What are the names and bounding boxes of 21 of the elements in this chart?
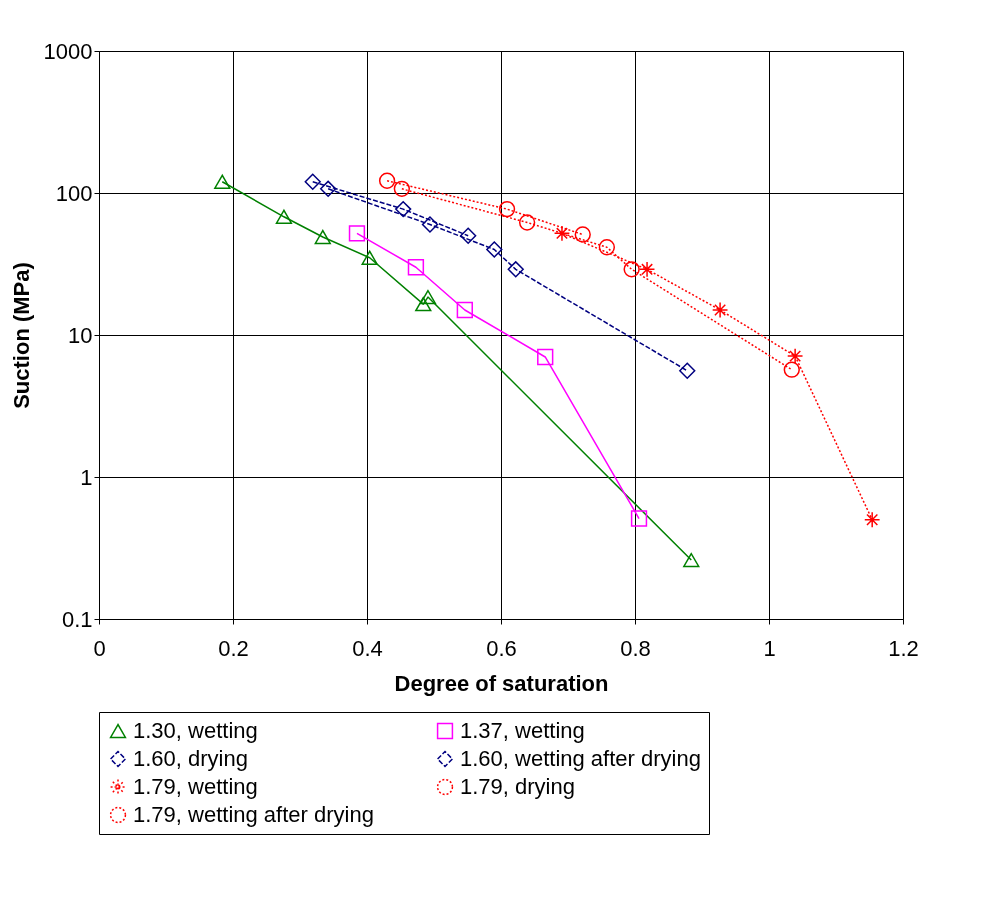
y-tick-label: 100 [55,180,93,206]
y-tick-label: 1 [80,464,93,490]
y-tick-label: 10 [68,322,93,348]
legend-label: 1.79, drying [460,774,575,799]
x-tick-label: 0.4 [352,635,383,661]
x-tick-label: 0 [93,635,106,661]
legend-label: 1.37, wetting [460,718,585,743]
x-tick-label: 1 [763,635,776,661]
legend-label: 1.60, wetting after drying [460,746,701,771]
legend-label: 1.30, wetting [133,718,258,743]
y-tick-label: 0.1 [61,606,93,632]
y-tick-label: 1000 [43,38,93,64]
legend-label: 1.79, wetting [133,774,258,799]
legend-label: 1.60, drying [133,746,248,771]
x-tick-label: 0.2 [218,635,249,661]
x-tick-label: 1.2 [888,635,919,661]
y-axis-title: Suction (MPa) [8,262,34,409]
x-axis-title: Degree of saturation [394,670,609,696]
legend-label: 1.79, wetting after drying [133,802,374,827]
x-tick-label: 0.6 [486,635,517,661]
x-tick-label: 0.8 [620,635,651,661]
